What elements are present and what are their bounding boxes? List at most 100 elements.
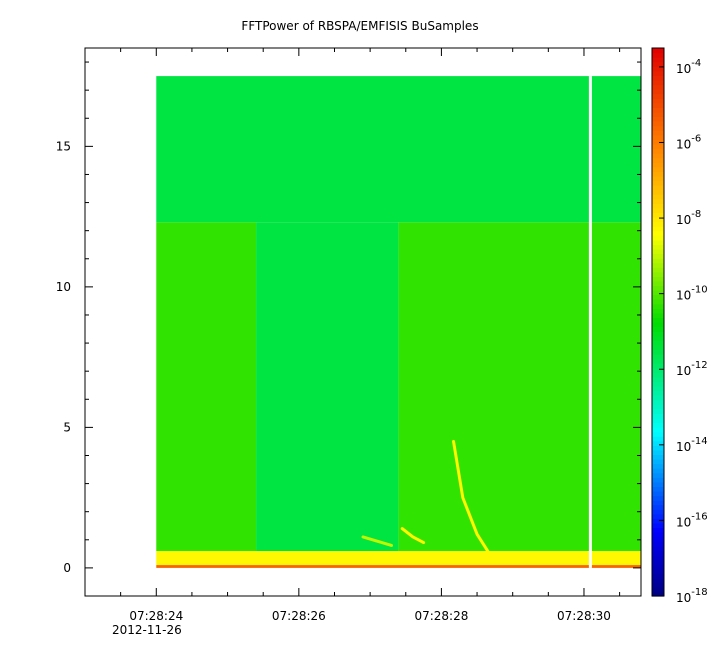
colorbar-band xyxy=(652,545,664,551)
colorbar-band xyxy=(652,111,664,118)
colorbar-tick-base: 10 xyxy=(676,137,691,151)
colorbar-band xyxy=(652,536,664,542)
colorbar-band xyxy=(652,573,664,579)
colorbar-band xyxy=(652,280,664,287)
colorbar-band xyxy=(652,121,664,127)
colorbar-band xyxy=(652,417,664,424)
colorbar-band xyxy=(652,61,664,67)
colorbar-band xyxy=(652,541,664,547)
colorbar-band xyxy=(652,267,664,273)
spectral-feature-trace xyxy=(452,439,490,553)
spectrogram-features xyxy=(361,439,490,553)
colorbar-band xyxy=(652,157,664,163)
colorbar-tick-exponent: -6 xyxy=(691,133,701,144)
colorbar-band xyxy=(652,326,664,332)
colorbar-band xyxy=(652,440,664,446)
colorbar-band xyxy=(652,93,664,99)
colorbar-band xyxy=(652,84,664,90)
colorbar-tick-exponent: -18 xyxy=(691,587,707,598)
colorbar-band xyxy=(652,162,664,168)
colorbar-tick-base: 10 xyxy=(676,515,691,529)
colorbar-band xyxy=(652,527,664,533)
colorbar-band xyxy=(652,57,664,63)
colorbar-band xyxy=(652,276,664,282)
colorbar-band xyxy=(652,70,664,76)
colorbar-band xyxy=(652,271,664,277)
colorbar-band xyxy=(652,203,664,209)
colorbar-tick-label: 10-18 xyxy=(676,587,708,605)
colorbar-band xyxy=(652,390,664,396)
colorbar-tick-exponent: -16 xyxy=(691,511,707,522)
colorbar-tick-base: 10 xyxy=(676,62,691,76)
colorbar-band xyxy=(652,221,664,227)
colorbar-band xyxy=(652,381,664,387)
colorbar-band xyxy=(652,445,664,451)
colorbar-band xyxy=(652,513,664,519)
colorbar-band xyxy=(652,235,664,241)
colorbar-tick-label: 10-14 xyxy=(676,436,708,454)
colorbar-band xyxy=(652,180,664,186)
colorbar-tick-label: 10-6 xyxy=(676,133,701,151)
colorbar-band xyxy=(652,586,664,593)
colorbar-band xyxy=(652,404,664,410)
colorbar-band xyxy=(652,504,664,510)
colorbar-band xyxy=(652,472,664,478)
colorbar-band xyxy=(652,290,664,296)
colorbar-band xyxy=(652,331,664,337)
colorbar-tick-base: 10 xyxy=(676,289,691,303)
colorbar-band xyxy=(652,372,664,378)
colorbar-tick-label: 10-16 xyxy=(676,511,708,529)
colorbar-band xyxy=(652,468,664,474)
colorbar-band xyxy=(652,148,664,154)
colorbar-band xyxy=(652,486,664,492)
colorbar-band xyxy=(652,66,664,72)
colorbar-band xyxy=(652,463,664,469)
colorbar-band xyxy=(652,98,664,104)
colorbar-band xyxy=(652,216,664,223)
colorbar-band xyxy=(652,312,664,319)
colorbar-band xyxy=(652,194,664,200)
colorbar-band xyxy=(652,353,664,360)
colorbar-band xyxy=(652,212,664,218)
y-tick-label: 15 xyxy=(56,139,71,153)
heatmap-cell xyxy=(156,565,642,568)
colorbar-band xyxy=(652,75,664,81)
colorbar-tick-label: 10-10 xyxy=(676,285,708,303)
colorbar-band xyxy=(652,248,664,255)
colorbar-band xyxy=(652,349,664,355)
x-axis: 07:28:24 07:28:26 07:28:28 07:28:30 xyxy=(84,48,621,623)
colorbar-band xyxy=(652,134,664,140)
colorbar-band xyxy=(652,143,664,150)
colorbar-tick-exponent: -12 xyxy=(691,360,707,371)
colorbar-band xyxy=(652,335,664,341)
colorbar-band xyxy=(652,102,664,108)
colorbar-band xyxy=(652,495,664,501)
y-tick-label: 5 xyxy=(63,420,71,434)
y-tick-label: 0 xyxy=(63,561,71,575)
colorbar-band xyxy=(652,477,664,483)
colorbar-band xyxy=(652,344,664,350)
colorbar-band xyxy=(652,367,664,373)
colorbar-band xyxy=(652,459,664,465)
colorbar-tick-label: 10-4 xyxy=(676,58,701,76)
colorbar-band xyxy=(652,376,664,382)
colorbar-band xyxy=(652,303,664,309)
colorbar-band xyxy=(652,125,664,131)
colorbar-tick-label: 10-12 xyxy=(676,360,708,378)
colorbar-band xyxy=(652,559,664,565)
colorbar-band xyxy=(652,239,664,245)
x-axis-date-label: 2012-11-26 xyxy=(112,623,182,637)
spectral-feature-trace xyxy=(400,527,426,545)
colorbar-band xyxy=(652,48,664,54)
colorbar-band xyxy=(652,363,664,369)
colorbar-band xyxy=(652,207,664,213)
colorbar-band xyxy=(652,317,664,323)
colorbar-band xyxy=(652,185,664,191)
colorbar-band xyxy=(652,564,664,570)
colorbar-band xyxy=(652,532,664,538)
spectral-feature-trace xyxy=(361,535,394,547)
heatmap-cell xyxy=(398,222,641,552)
